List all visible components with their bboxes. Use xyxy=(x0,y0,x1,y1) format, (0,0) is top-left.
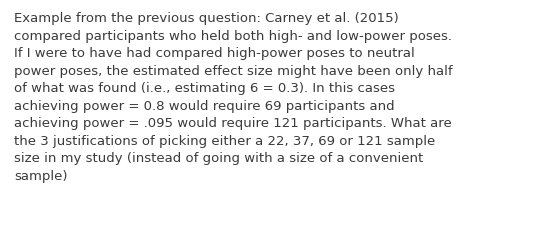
Text: Example from the previous question: Carney et al. (2015)
compared participants w: Example from the previous question: Carn… xyxy=(14,12,453,182)
